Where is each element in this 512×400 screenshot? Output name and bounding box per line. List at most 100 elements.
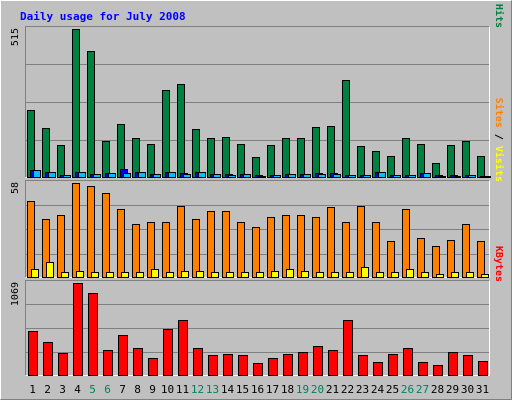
y-axis-max-label: 1069 [10,282,21,306]
legend-label-part: / [493,128,504,146]
x-tick-label-day-31: 31 [476,383,489,396]
bar-pages-day-30 [468,175,476,178]
bar-visits-day-15 [237,222,245,278]
bar-sites-day-15 [241,272,249,278]
bar-kbytes-day-1 [28,331,38,376]
series-legend-label: Sites / Visits [493,98,505,182]
bar-hits-day-1 [27,110,35,178]
x-tick-label-day-6: 6 [104,383,111,396]
bar-sites-day-31 [481,274,489,278]
x-tick-label-day-16: 16 [251,383,264,396]
x-tick-label-day-1: 1 [29,383,36,396]
bar-sites-day-14 [226,272,234,278]
bar-sites-day-24 [376,272,384,278]
x-tick-label-day-11: 11 [176,383,189,396]
bar-sites-day-27 [421,272,429,278]
bar-hits-day-8 [132,138,140,178]
bar-hits-day-9 [147,144,155,178]
x-axis-labels: 1 2 3 4 5 6 7 8 9 10 11 12 13 14 15 16 17 18 19 20 21 22 23 24 2… [29,383,489,396]
x-tick-label-day-17: 17 [266,383,279,396]
bar-kbytes-day-29 [448,352,458,376]
bar-hits-day-16 [252,157,260,178]
bar-sites-day-2 [46,262,54,278]
bar-kbytes-day-26 [403,348,413,376]
bar-kbytes-day-24 [373,362,383,376]
panel-kbytes: 1069 KBytes [10,246,504,376]
bar-hits-day-26 [402,138,410,178]
series-sites [31,262,489,278]
bar-visits-day-30 [462,224,470,278]
bar-visits-day-1 [27,201,35,278]
bar-pages-day-9 [153,174,161,178]
bar-kbytes-day-3 [58,353,68,376]
x-tick-label-day-3: 3 [59,383,66,396]
x-tick-label-day-29: 29 [446,383,459,396]
x-tick-label-day-14: 14 [221,383,235,396]
x-tick-label-day-25: 25 [386,383,399,396]
bar-hits-day-27 [417,144,425,178]
bar-pages-day-8 [138,172,146,178]
bar-hits-day-14 [222,137,230,178]
bar-visits-day-22 [342,222,350,278]
y-axis-max-label: 58 [10,182,21,194]
bar-visits-day-17 [267,217,275,278]
x-tick-label-day-12: 12 [191,383,204,396]
bar-hits-day-22 [342,80,350,178]
series-pages [33,170,491,178]
bar-kbytes-day-31 [478,361,488,376]
bar-sites-day-16 [256,272,264,278]
bar-kbytes-day-9 [148,358,158,376]
bar-sites-day-18 [286,269,294,278]
bar-hits-day-15 [237,144,245,178]
bar-hits-day-20 [312,127,320,178]
bar-visits-day-4 [72,183,80,278]
bar-kbytes-day-20 [313,346,323,376]
series-hits [27,29,485,178]
bar-visits-day-20 [312,217,320,278]
x-tick-label-day-26: 26 [401,383,414,396]
bar-hits-day-23 [357,146,365,178]
bar-kbytes-day-4 [73,283,83,376]
bar-visits-day-24 [372,222,380,278]
bar-kbytes-day-14 [223,354,233,376]
bar-sites-day-4 [76,271,84,278]
bar-pages-day-22 [348,175,356,178]
bar-visits-day-10 [162,222,170,278]
x-tick-label-day-15: 15 [236,383,249,396]
bar-visits-day-5 [87,186,95,278]
bar-kbytes-day-11 [178,320,188,376]
bar-visits-day-26 [402,209,410,278]
x-tick-label-day-7: 7 [119,383,126,396]
x-tick-label-day-24: 24 [371,383,385,396]
bar-pages-day-28 [438,176,446,178]
bar-visits-day-19 [297,215,305,278]
bar-sites-day-22 [346,272,354,278]
bar-visits-day-14 [222,211,230,278]
bar-pages-day-23 [363,175,371,178]
bar-visits-day-27 [417,238,425,278]
bar-sites-day-26 [406,269,414,278]
legend-label-part: Hits [493,4,505,28]
bar-pages-day-4 [78,172,86,178]
series-visits [27,183,485,278]
bar-sites-day-21 [331,272,339,278]
bar-visits-day-13 [207,211,215,278]
bar-kbytes-day-23 [358,355,368,376]
bar-pages-day-26 [408,175,416,178]
y-axis-max-label: 515 [10,28,21,46]
bar-kbytes-day-22 [343,320,353,376]
bar-sites-day-19 [301,271,309,278]
bar-pages-day-31 [483,176,491,178]
bar-kbytes-day-15 [238,355,248,376]
legend-label-part: Visits [493,146,505,182]
x-tick-label-day-18: 18 [281,383,294,396]
x-tick-label-day-23: 23 [356,383,369,396]
series-legend-label: Pages / Files / Hits [493,0,505,28]
bar-visits-day-21 [327,207,335,278]
bar-hits-day-13 [207,138,215,178]
bar-sites-day-10 [166,272,174,278]
bar-pages-day-19 [303,174,311,178]
bar-kbytes-day-8 [133,348,143,376]
